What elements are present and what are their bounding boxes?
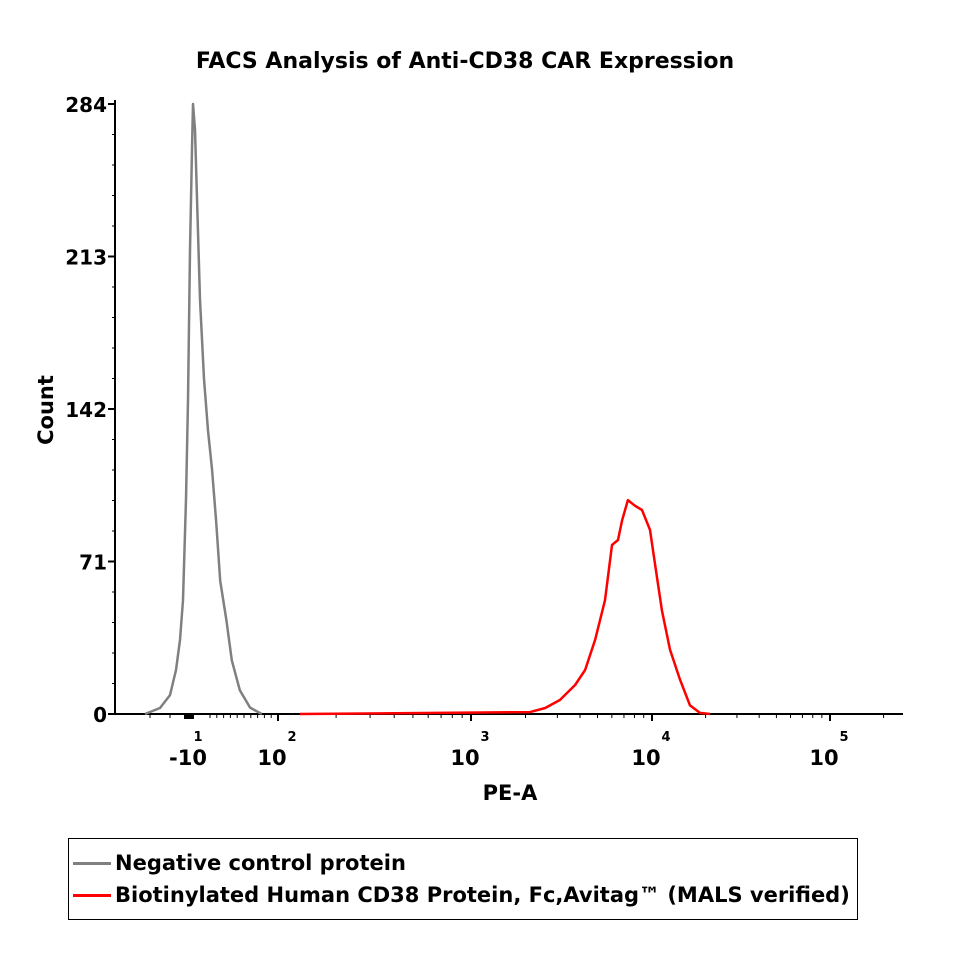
y-axis-label: Count (34, 375, 58, 445)
chart-title: FACS Analysis of Anti-CD38 CAR Expressio… (196, 49, 734, 74)
x-tick-exponent: 1 (193, 730, 202, 745)
plot-area: FACS Analysis of Anti-CD38 CAR Expressio… (34, 49, 903, 805)
x-axis-label: PE-A (483, 781, 538, 805)
legend: Negative control protein Biotinylated Hu… (68, 838, 858, 920)
x-tick-marker (184, 715, 194, 719)
x-tick-label: 10 (809, 746, 838, 770)
series-line-1 (299, 498, 711, 716)
x-tick-label: -10 (169, 746, 207, 770)
x-tick-exponent: 5 (839, 730, 848, 745)
legend-label: Negative control protein (115, 851, 406, 875)
x-tick-label: 10 (450, 746, 479, 770)
legend-label: Biotinylated Human CD38 Protein, Fc,Avit… (115, 883, 850, 907)
y-tick-label: 71 (79, 551, 107, 575)
legend-swatch (73, 861, 111, 865)
x-tick-exponent: 2 (287, 730, 296, 745)
legend-swatch (73, 893, 111, 897)
y-tick-label: 213 (65, 246, 107, 270)
legend-item: Negative control protein (69, 847, 857, 879)
x-tick-label: 10 (257, 746, 286, 770)
y-tick-label: 0 (93, 703, 107, 727)
legend-item: Biotinylated Human CD38 Protein, Fc,Avit… (69, 879, 857, 911)
x-tick-label: 10 (631, 746, 660, 770)
x-tick-exponent: 4 (661, 730, 670, 745)
y-tick-label: 142 (65, 398, 107, 422)
y-tick-label: 284 (65, 93, 107, 117)
x-tick-exponent: 3 (480, 730, 489, 745)
series-line-0 (144, 102, 263, 716)
